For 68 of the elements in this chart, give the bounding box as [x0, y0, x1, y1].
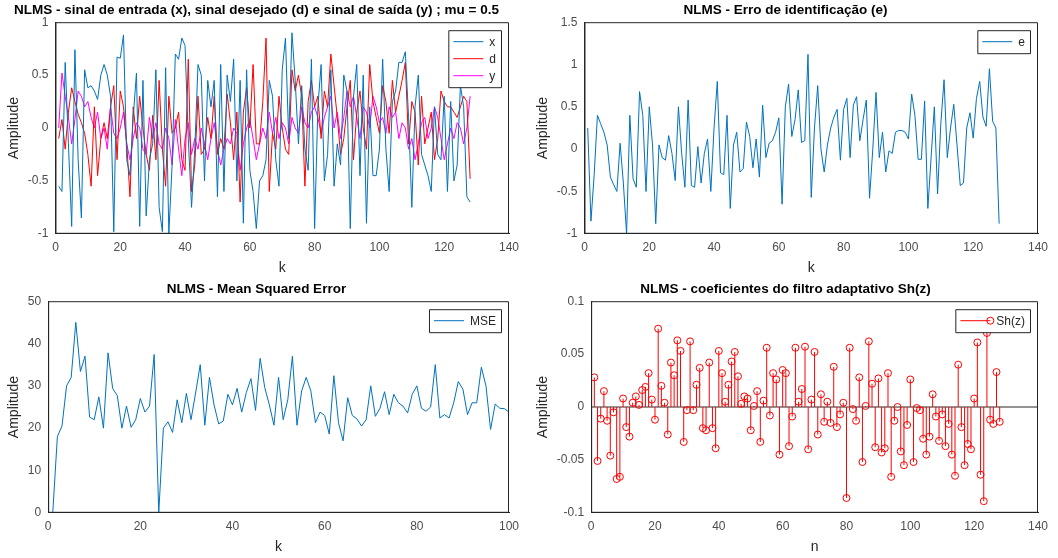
y-tick-label: 1: [41, 14, 49, 29]
x-tick-label: 80: [410, 519, 424, 534]
y-axis-title: Amplitude: [534, 96, 551, 160]
x-tick-label: 140: [1027, 519, 1049, 534]
y-axis-title: Amplitude: [534, 375, 551, 439]
y-tick-label: 0: [34, 505, 42, 520]
y-tick-label: 0: [577, 399, 585, 414]
x-tick-label: 60: [317, 519, 332, 534]
y-tick-label: -0.1: [563, 505, 585, 520]
x-tick-label: 140: [1027, 240, 1049, 255]
y-axis-title: Amplitude: [5, 375, 22, 439]
y-tick-label: 10: [27, 462, 42, 477]
x-tick-label: 80: [839, 519, 854, 534]
y-tick-label: 20: [27, 420, 42, 435]
y-tick-label: 1.5: [560, 14, 578, 29]
x-tick-label: 60: [243, 240, 257, 255]
x-tick-label: 0: [587, 519, 595, 534]
y-tick-label: 0.5: [560, 99, 578, 114]
y-axis-title: Amplitude: [5, 96, 22, 160]
chart-title: NLMS - Erro de identificação (e): [683, 1, 888, 17]
y-tick-label: -0.05: [556, 452, 585, 467]
legend-label: MSE: [470, 314, 497, 329]
y-tick-label: -0.5: [556, 183, 578, 198]
y-tick-label: 40: [27, 335, 42, 350]
legend-label: d: [489, 52, 497, 67]
y-tick-label: 0.05: [560, 346, 585, 361]
x-tick-label: 120: [964, 519, 985, 534]
x-tick-label: 20: [113, 240, 128, 255]
x-tick-label: 40: [707, 240, 722, 255]
x-tick-label: 80: [836, 240, 851, 255]
legend-label: x: [489, 35, 496, 50]
x-axis-title: k: [807, 259, 816, 276]
x-tick-label: 60: [775, 519, 790, 534]
x-tick-label: 40: [712, 519, 726, 534]
y-tick-label: -0.5: [27, 173, 49, 188]
y-tick-label: 1: [570, 56, 578, 71]
y-tick-label: 0.5: [31, 67, 49, 82]
legend-label: e: [1018, 35, 1026, 50]
x-tick-label: 100: [898, 240, 919, 255]
chart-title: NLMS - coeficientes do filtro adaptativo Sh(z): [640, 280, 931, 296]
x-tick-label: 20: [648, 519, 662, 534]
x-tick-label: 60: [772, 240, 786, 255]
x-tick-label: 100: [369, 240, 390, 255]
y-tick-label: 0.1: [567, 293, 585, 308]
y-tick-label: 50: [27, 293, 42, 308]
x-tick-label: 40: [225, 519, 240, 534]
y-tick-label: -1: [37, 226, 49, 241]
legend-label: y: [489, 69, 496, 84]
chart-title: NLMS - Mean Squared Error: [166, 280, 347, 296]
y-tick-label: -1: [566, 226, 578, 241]
legend-label: Sh(z): [996, 314, 1025, 329]
x-axis-title: n: [810, 538, 819, 555]
x-axis-title: k: [278, 259, 287, 276]
x-tick-label: 80: [307, 240, 322, 255]
x-tick-label: 20: [642, 240, 657, 255]
x-axis-title: k: [275, 538, 284, 555]
x-tick-label: 40: [178, 240, 193, 255]
y-tick-label: 0: [41, 120, 49, 135]
x-tick-label: 100: [900, 519, 921, 534]
x-tick-label: 20: [133, 519, 148, 534]
chart-title: NLMS - sinal de entrada (x), sinal desejado (d) e sinal de saída (y) ; mu = 0.5: [13, 1, 500, 17]
x-tick-label: 140: [498, 240, 520, 255]
x-tick-label: 100: [498, 519, 520, 534]
y-tick-label: 30: [27, 378, 42, 393]
x-tick-label: 0: [52, 240, 60, 255]
y-tick-label: 0: [570, 141, 578, 156]
x-tick-label: 120: [434, 240, 455, 255]
x-tick-label: 120: [963, 240, 984, 255]
